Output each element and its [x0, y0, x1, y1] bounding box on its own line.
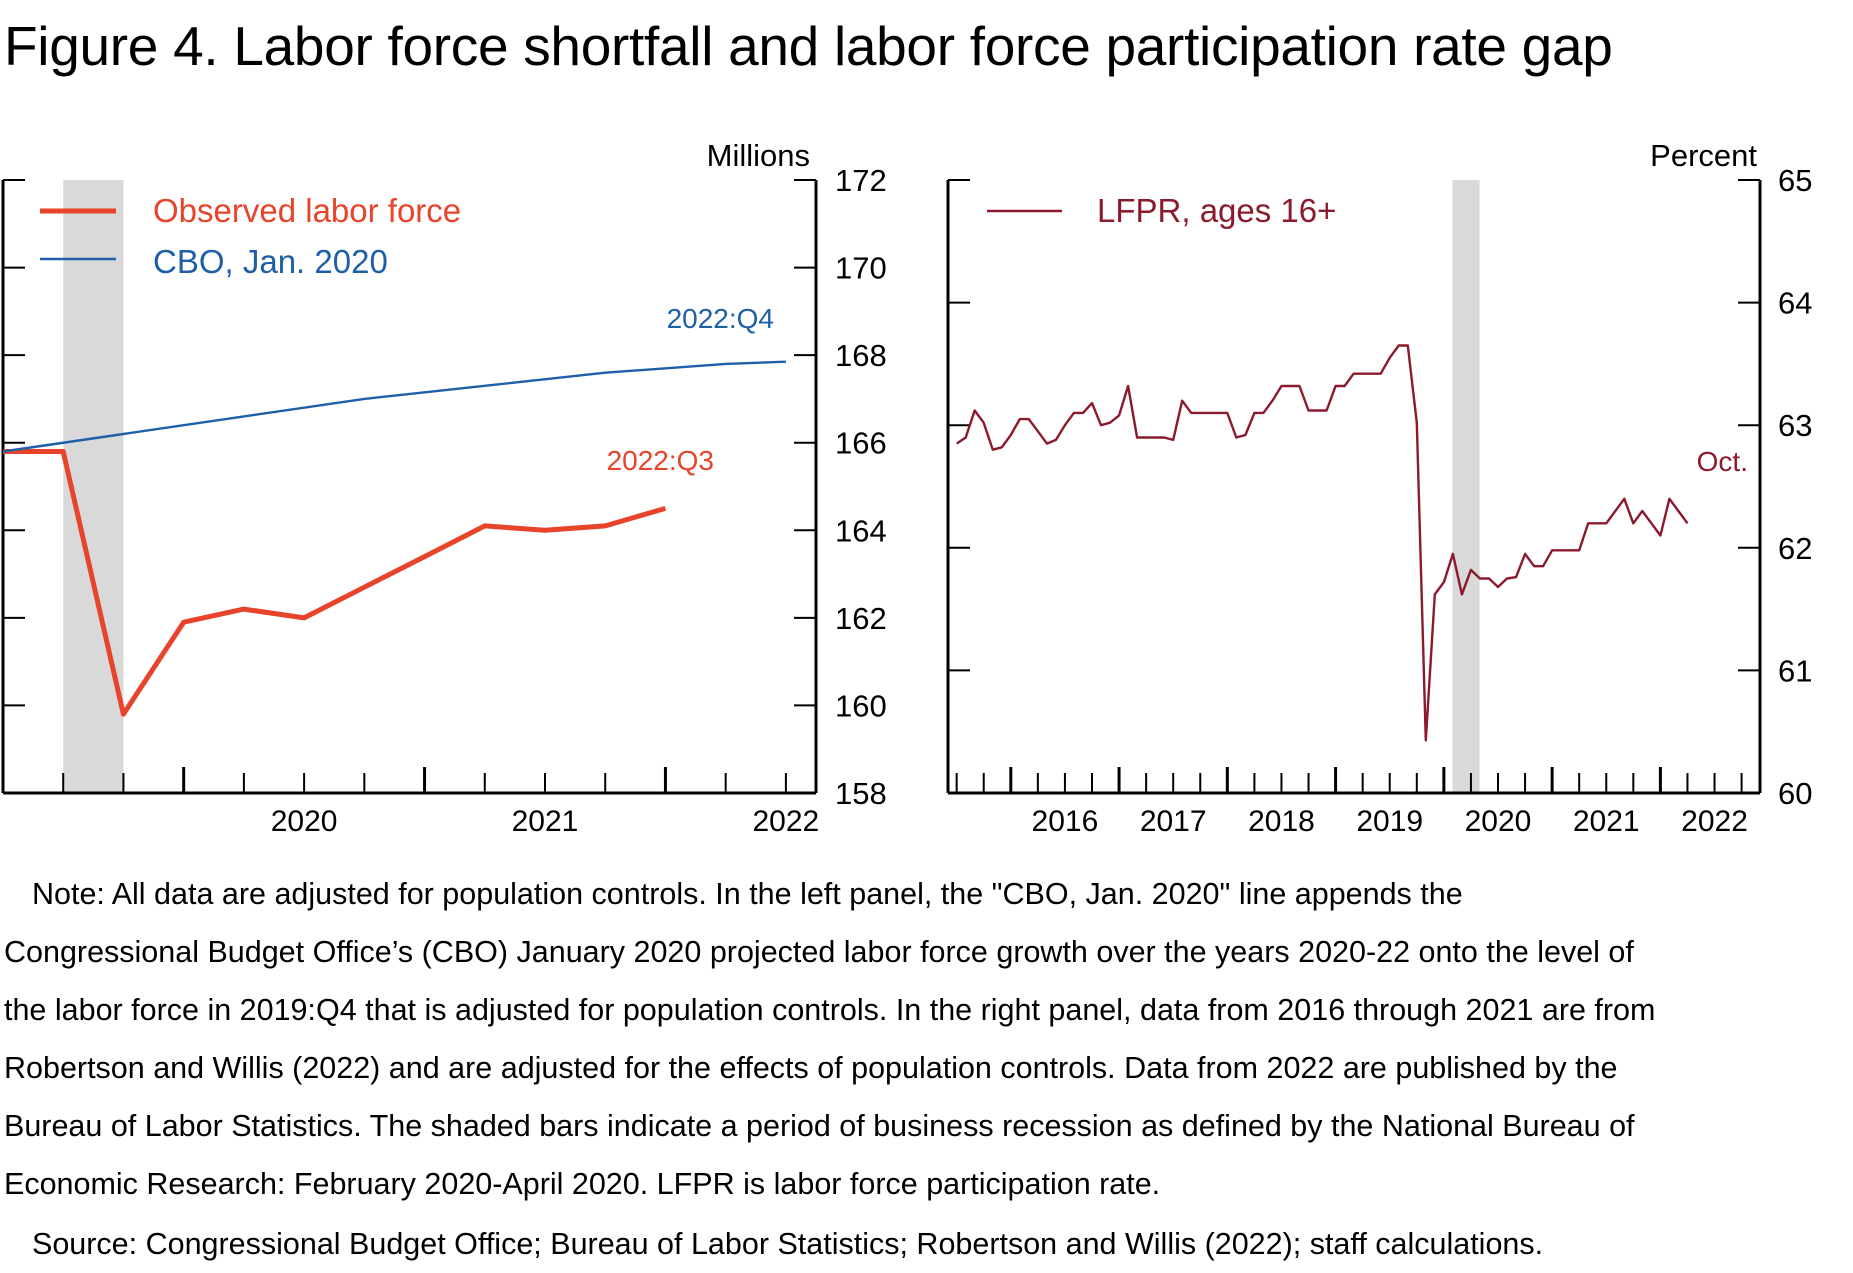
y-tick-label: 164: [835, 513, 887, 548]
x-tick-label: 2016: [1032, 805, 1099, 838]
charts-area: 158 160 162 164 166 168 170 172 Millions 2020 2021…: [1, 138, 1812, 838]
charts-svg: 158 160 162 164 166 168 170 172 Millions 2020 2021…: [1, 138, 1812, 838]
note-line: Bureau of Labor Statistics. The shaded b…: [4, 1109, 1635, 1143]
note-line: Congressional Budget Office’s (CBO) Janu…: [4, 935, 1634, 969]
note-line: Economic Research: February 2020-April 2…: [4, 1167, 1161, 1201]
y-tick-label: 160: [835, 688, 887, 723]
note-line: Robertson and Willis (2022) and are adju…: [4, 1051, 1618, 1085]
x-tick-label: 2021: [512, 805, 579, 838]
x-tick-label: 2019: [1356, 805, 1423, 838]
y-tick-label: 65: [1778, 163, 1812, 198]
annotation-label: 2022:Q4: [667, 303, 774, 334]
y-tick-label: 61: [1778, 653, 1812, 688]
annotation-label: Oct.: [1697, 446, 1748, 477]
x-tick-label: 2022: [753, 805, 820, 838]
x-tick-label: 2018: [1248, 805, 1315, 838]
y-tick-label: 168: [835, 338, 887, 373]
y-tick-label: 62: [1778, 531, 1812, 566]
note-line: Note: All data are adjusted for populati…: [32, 877, 1463, 911]
y-axis-label: Percent: [1650, 138, 1757, 173]
note-line: the labor force in 2019:Q4 that is adjus…: [4, 993, 1656, 1027]
y-tick-label: 162: [835, 601, 887, 636]
figure-title: Figure 4. Labor force shortfall and labo…: [4, 15, 1613, 77]
note-text: Note: All data are adjusted for populati…: [4, 865, 1850, 1213]
y-tick-label: 63: [1778, 408, 1812, 443]
x-tick-label: 2017: [1140, 805, 1207, 838]
x-tick-label: 2021: [1573, 805, 1640, 838]
series-line-observed-labor-force: [3, 449, 667, 717]
y-tick-label: 64: [1778, 286, 1812, 321]
recession-bar: [1452, 180, 1480, 793]
x-tick-label: 2020: [1465, 805, 1532, 838]
y-tick-label: 60: [1778, 776, 1812, 811]
y-tick-label: 166: [835, 426, 887, 461]
y-axis-label: Millions: [707, 138, 810, 173]
series-line-lfpr: [956, 344, 1689, 742]
y-tick-label: 170: [835, 251, 887, 286]
x-tick-label: 2020: [271, 805, 338, 838]
legend-label: Observed labor force: [153, 192, 461, 229]
legend-label: LFPR, ages 16+: [1097, 192, 1336, 229]
series-line-cbo-projection: [2, 360, 786, 453]
x-tick-label: 2022: [1681, 805, 1748, 838]
y-tick-label: 172: [835, 163, 887, 198]
annotation-label: 2022:Q3: [607, 445, 714, 476]
legend-label: CBO, Jan. 2020: [153, 243, 388, 280]
source-text: Source: Congressional Budget Office; Bur…: [32, 1227, 1544, 1261]
y-tick-label: 158: [835, 776, 887, 811]
